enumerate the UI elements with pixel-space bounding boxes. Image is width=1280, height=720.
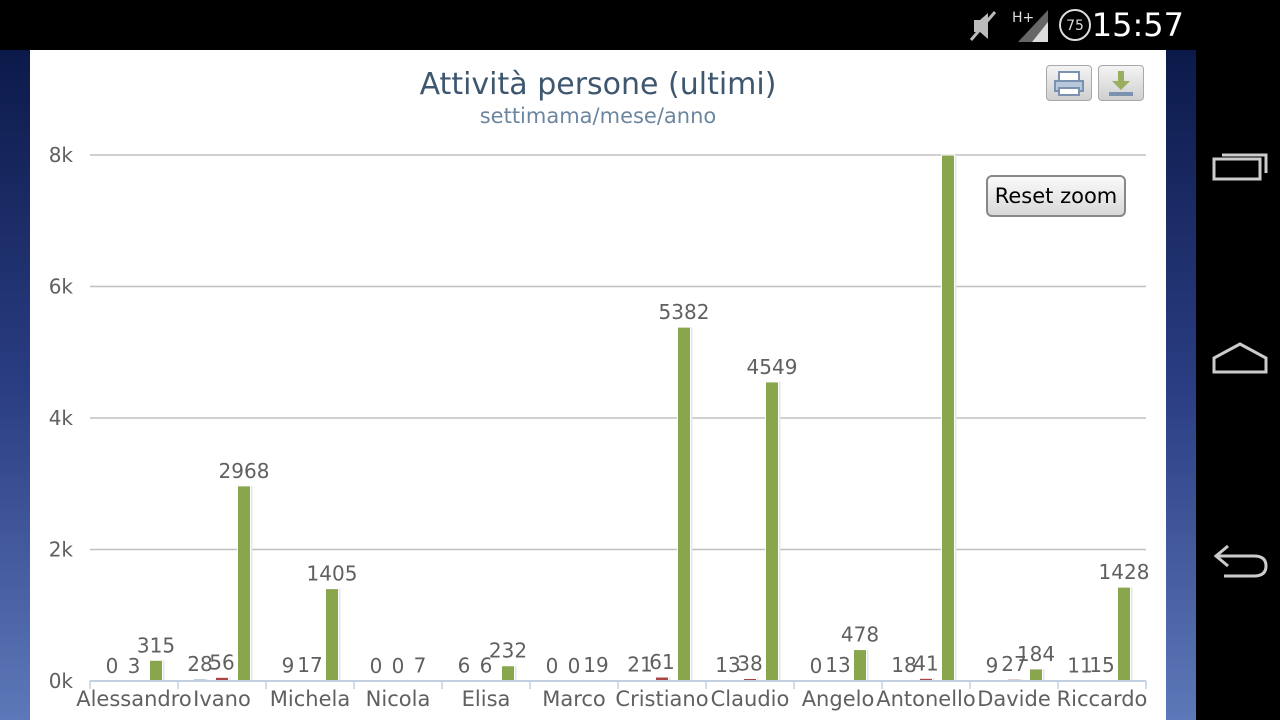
x-tick-label: Alessandro — [76, 687, 192, 711]
data-label: 21 — [627, 653, 652, 677]
x-tick-label: Marco — [542, 687, 606, 711]
data-label: 184 — [1017, 642, 1055, 666]
x-tick-label: Antonello — [876, 687, 976, 711]
x-tick-label: Claudio — [711, 687, 790, 711]
data-label: 13 — [715, 653, 740, 677]
bar[interactable] — [941, 154, 955, 682]
data-label: 15 — [1089, 653, 1114, 677]
x-tick-label: Riccardo — [1057, 687, 1148, 711]
bar-chart: Attività persone (ultimi) settimama/mese… — [49, 67, 1150, 711]
print-button[interactable] — [1046, 65, 1092, 101]
data-label: 56 — [209, 650, 234, 674]
y-tick-label: 8k — [49, 143, 74, 167]
data-label: 6 — [480, 654, 493, 678]
chart-panel: Attività persone (ultimi) settimama/mese… — [30, 50, 1166, 720]
data-label: 1405 — [307, 562, 358, 586]
data-label: 478 — [841, 623, 879, 647]
data-label: 9 — [986, 653, 999, 677]
data-label: 3 — [128, 654, 141, 678]
data-label: 28 — [187, 652, 212, 676]
data-label: 27 — [1001, 652, 1026, 676]
download-button[interactable] — [1098, 65, 1144, 101]
data-label: 41 — [913, 651, 938, 675]
bar[interactable] — [1029, 668, 1043, 682]
x-tick-label: Elisa — [462, 687, 511, 711]
y-tick-label: 4k — [49, 406, 74, 430]
x-tick-label: Angelo — [802, 687, 875, 711]
data-label: 18 — [891, 653, 916, 677]
data-label: 0 — [810, 654, 823, 678]
hplus-signal-icon: H+ — [1012, 10, 1048, 42]
battery-75-icon: 75 — [1059, 9, 1091, 41]
navigation-bar — [1196, 50, 1280, 720]
bar[interactable] — [677, 326, 691, 682]
clock: 15:57 — [1091, 6, 1184, 44]
data-label: 0 — [370, 654, 383, 678]
data-label: 0 — [568, 654, 581, 678]
x-tick-label: Davide — [977, 687, 1051, 711]
recent-apps-icon[interactable] — [1210, 145, 1270, 185]
data-label: 13 — [825, 653, 850, 677]
download-icon — [1109, 71, 1133, 96]
bar[interactable] — [1117, 586, 1131, 682]
data-label: 11 — [1067, 653, 1092, 677]
back-icon[interactable] — [1210, 540, 1270, 580]
svg-text:H+: H+ — [1012, 10, 1034, 26]
y-tick-label: 0k — [49, 669, 74, 693]
data-label: 6 — [458, 654, 471, 678]
print-icon — [1054, 71, 1084, 96]
home-icon[interactable] — [1210, 340, 1270, 380]
bar[interactable] — [501, 665, 515, 682]
data-label: 1428 — [1099, 560, 1150, 584]
data-label: 38 — [737, 652, 762, 676]
data-label: 61 — [649, 650, 674, 674]
mute-icon — [969, 11, 997, 41]
chart-subtitle: settimama/mese/anno — [480, 104, 717, 128]
bar[interactable] — [765, 381, 779, 682]
data-label: 232 — [489, 639, 527, 663]
y-tick-label: 6k — [49, 275, 74, 299]
x-tick-label: Ivano — [193, 687, 251, 711]
data-label: 2968 — [219, 459, 270, 483]
x-tick-label: Michela — [270, 687, 350, 711]
reset-zoom-button[interactable]: Reset zoom — [986, 175, 1126, 217]
bar[interactable] — [237, 485, 251, 682]
bar[interactable] — [853, 649, 867, 682]
data-label: 17 — [297, 653, 322, 677]
y-tick-label: 2k — [49, 538, 74, 562]
status-bar: H+ 75 15:57 — [0, 0, 1280, 50]
data-label: 0 — [546, 654, 559, 678]
x-tick-label: Nicola — [366, 687, 431, 711]
data-label: 315 — [137, 633, 175, 657]
data-label: 19 — [583, 653, 608, 677]
battery-level: 75 — [1066, 18, 1084, 34]
data-label: 9 — [282, 653, 295, 677]
chart-title: Attività persone (ultimi) — [420, 67, 777, 102]
data-label: 7 — [414, 654, 427, 678]
x-tick-label: Cristiano — [615, 687, 708, 711]
data-label: 0 — [106, 654, 119, 678]
bar[interactable] — [325, 588, 339, 682]
data-label: 4549 — [747, 355, 798, 379]
data-label: 0 — [392, 654, 405, 678]
bar[interactable] — [149, 659, 163, 682]
data-label: 5382 — [659, 300, 710, 324]
